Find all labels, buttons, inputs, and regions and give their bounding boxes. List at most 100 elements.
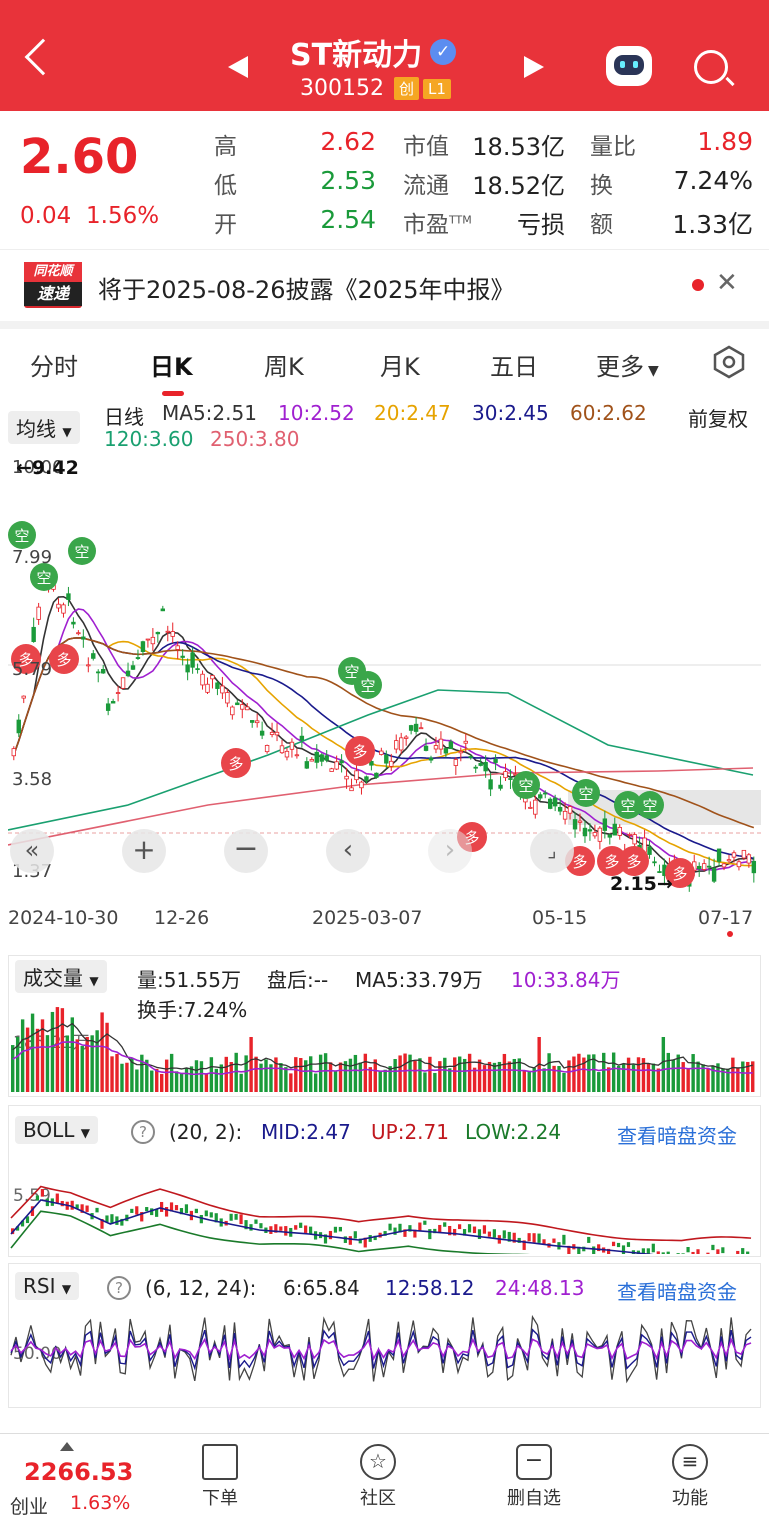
ma-toggle[interactable]: 均线 ▼ — [8, 411, 80, 444]
volume-chart[interactable] — [9, 996, 760, 1094]
boll-candle — [542, 1239, 546, 1245]
float-value: 18.52亿 — [472, 172, 565, 200]
candle — [746, 854, 752, 864]
help-icon[interactable]: ? — [107, 1276, 131, 1300]
candle — [190, 652, 195, 668]
boll-darkpool-link[interactable]: 查看暗盘资金 — [617, 1124, 737, 1148]
volume-bar — [458, 1056, 462, 1092]
remove-watchlist-icon: − — [516, 1444, 552, 1480]
boll-candle — [155, 1209, 159, 1217]
scroll-left-button[interactable]: ‹ — [326, 829, 370, 873]
nav-remove-label: 删自选 — [507, 1488, 561, 1509]
boll-candle — [597, 1244, 601, 1252]
help-icon[interactable]: ? — [131, 1120, 155, 1144]
volume-ma10-line — [12, 1041, 753, 1076]
latest-marker — [727, 931, 733, 937]
price-change: 0.04 — [20, 203, 72, 229]
volume-bar — [661, 1037, 666, 1092]
candle — [215, 682, 220, 689]
tab-zhouk[interactable]: 周K — [264, 353, 304, 381]
candle — [652, 861, 657, 864]
settings-hex-icon[interactable] — [712, 345, 746, 379]
logo-bottom-text: 速递 — [24, 282, 82, 306]
back-icon[interactable] — [24, 38, 62, 76]
nav-community[interactable]: ☆ 社区 — [338, 1444, 418, 1510]
rsi-toggle[interactable]: RSI ▼ — [15, 1272, 80, 1300]
candle — [731, 852, 737, 858]
candle — [413, 723, 419, 732]
kline-chart[interactable]: 空空空空空空 空空 空多 多多多多多多多多 — [8, 455, 761, 895]
candle — [140, 641, 146, 653]
candle — [463, 740, 468, 744]
volume-bar — [641, 1058, 646, 1092]
search-icon-handle — [725, 76, 735, 87]
volume-bar — [721, 1068, 725, 1092]
candle — [249, 720, 255, 723]
nav-functions[interactable]: ≡ 功能 — [650, 1444, 730, 1510]
collapse-left-button[interactable]: « — [10, 829, 54, 873]
left-arrow-icon: ← — [16, 457, 32, 479]
candle — [135, 657, 141, 659]
volume-bar — [602, 1052, 606, 1092]
signal-short — [30, 563, 58, 591]
candle — [299, 735, 305, 741]
news-banner[interactable]: 同花顺 速递 将于2025-08-26披露《2025年中报》 ✕ — [0, 249, 769, 321]
mcap-value: 18.53亿 — [472, 133, 565, 161]
nav-order[interactable]: 下单 — [180, 1444, 260, 1510]
right-arrow-icon: → — [656, 873, 673, 895]
kline-panel: 均线 ▼ 日线 MA5:2.51 10:2.52 20:2.47 30:2.45… — [0, 397, 769, 947]
boll-candle — [184, 1204, 189, 1214]
nav-community-label: 社区 — [360, 1488, 396, 1509]
index-value[interactable]: 2266.53 — [24, 1458, 134, 1486]
adjust-toggle[interactable]: 前复权 — [688, 407, 748, 431]
candle — [130, 665, 136, 670]
signal-long — [597, 846, 627, 876]
fullscreen-button[interactable]: ⌟ — [530, 829, 574, 873]
scroll-right-button[interactable]: › — [428, 829, 472, 873]
zoom-in-button[interactable]: + — [122, 829, 166, 873]
volume-toggle[interactable]: 成交量 ▼ — [15, 960, 107, 993]
zoom-out-button[interactable]: − — [224, 829, 268, 873]
signal-short — [636, 791, 664, 819]
tab-fenshi[interactable]: 分时 — [30, 353, 78, 381]
volume-bar — [85, 1036, 89, 1092]
high-label: 高 — [214, 134, 237, 160]
volume-bar — [522, 1070, 526, 1092]
signal-long — [49, 644, 79, 674]
volume-bar — [25, 1027, 30, 1092]
y-axis-mid3: 3.58 — [12, 769, 53, 790]
boll-candle — [562, 1234, 566, 1245]
tab-rik[interactable]: 日K — [150, 353, 193, 381]
boll-candle — [135, 1206, 139, 1215]
next-stock-icon[interactable] — [524, 56, 544, 78]
volume-bar — [259, 1063, 263, 1092]
tab-wuri[interactable]: 五日 — [490, 353, 538, 381]
candle — [379, 750, 384, 755]
nav-remove-watchlist[interactable]: − 删自选 — [494, 1444, 574, 1510]
tab-more[interactable]: 更多 ▼ — [596, 347, 659, 382]
volume-bar — [572, 1056, 576, 1092]
boll-candle — [403, 1229, 407, 1237]
search-icon[interactable] — [694, 50, 728, 84]
close-icon[interactable]: ✕ — [716, 268, 738, 298]
volume-bar — [542, 1068, 546, 1092]
boll-candle — [458, 1224, 462, 1230]
candle — [577, 820, 583, 823]
boll-candle — [234, 1213, 238, 1220]
signal-long-text: 多 — [604, 853, 619, 871]
prev-stock-icon[interactable] — [228, 56, 248, 78]
boll-toggle[interactable]: BOLL ▼ — [15, 1116, 98, 1144]
boll-candle — [462, 1229, 467, 1236]
boll-candle — [169, 1202, 174, 1212]
rsi-darkpool-link[interactable]: 查看暗盘资金 — [617, 1280, 737, 1304]
boll-candle — [686, 1247, 690, 1253]
volume-bar — [398, 1055, 402, 1092]
candle — [269, 731, 275, 735]
boll-chart[interactable] — [9, 1148, 760, 1254]
volume-bar — [254, 1056, 258, 1092]
rsi-chart[interactable] — [9, 1304, 760, 1406]
robot-assistant-icon[interactable] — [606, 46, 652, 86]
tab-yuek[interactable]: 月K — [380, 353, 420, 381]
volume-bar — [145, 1059, 149, 1092]
verified-icon: ✓ — [430, 39, 457, 65]
